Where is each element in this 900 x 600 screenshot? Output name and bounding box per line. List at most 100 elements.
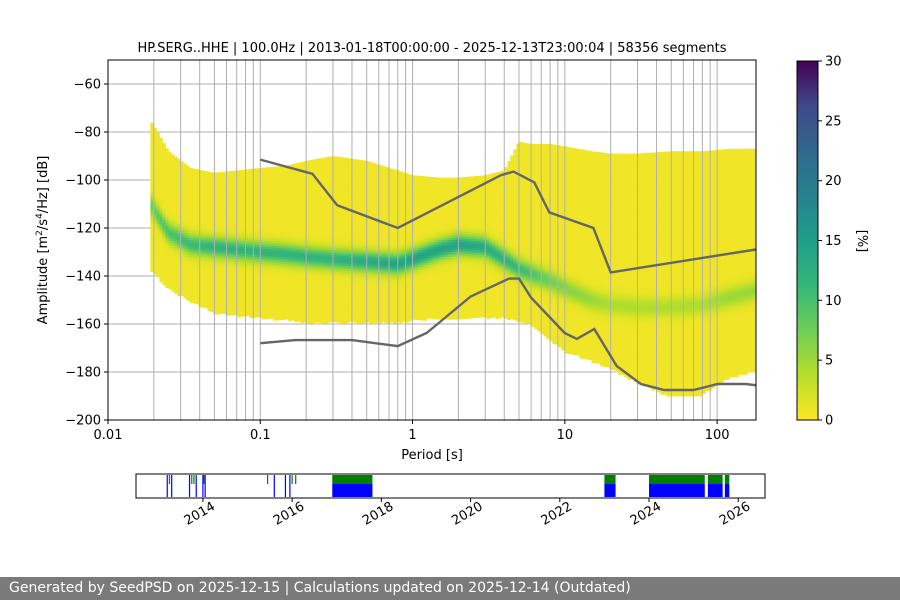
density-cell (216, 309, 220, 312)
density-cell (354, 173, 358, 177)
density-cell (351, 168, 355, 172)
density-cell (177, 221, 181, 225)
density-cell (156, 264, 160, 268)
density-cell (171, 159, 175, 163)
density-cell (264, 261, 268, 264)
density-cell (309, 263, 313, 266)
density-cell (375, 231, 379, 234)
density-cell (279, 207, 283, 210)
density-cell (162, 275, 166, 278)
density-cell (150, 175, 154, 179)
density-cell (153, 238, 157, 241)
density-cell (162, 239, 166, 242)
density-cell (279, 281, 283, 285)
density-cell (321, 273, 325, 276)
density-cell (186, 288, 190, 291)
density-cell (384, 200, 388, 204)
density-cell (330, 192, 334, 195)
density-cell (225, 241, 229, 244)
density-cell (291, 272, 295, 275)
density-cell (183, 281, 187, 284)
density-cell (216, 270, 220, 274)
density-cell (309, 193, 313, 197)
density-cell (159, 159, 163, 163)
density-cell (345, 203, 349, 207)
density-cell (315, 288, 319, 292)
density-cell (276, 221, 280, 225)
density-cell (375, 274, 379, 278)
density-cell (279, 204, 283, 208)
density-cell (369, 183, 373, 187)
density-cell (216, 280, 220, 284)
density-cell (273, 193, 277, 196)
density-cell (342, 157, 346, 161)
density-cell (228, 286, 232, 290)
density-cell (369, 313, 373, 317)
density-cell (315, 182, 319, 186)
density-cell (270, 296, 274, 300)
density-cell (195, 253, 199, 256)
density-cell (255, 223, 259, 227)
density-cell (273, 200, 277, 204)
density-cell (384, 308, 388, 312)
density-cell (282, 257, 286, 260)
density-cell (291, 245, 295, 249)
density-cell (345, 206, 349, 209)
density-cell (282, 168, 286, 172)
density-cell (315, 226, 319, 229)
density-cell (168, 269, 172, 273)
density-cell (207, 238, 211, 242)
density-cell (318, 302, 322, 306)
density-cell (306, 249, 310, 253)
density-cell (150, 266, 154, 270)
density-cell (168, 166, 172, 170)
density-cell (177, 187, 181, 191)
density-cell (309, 207, 313, 211)
density-cell (192, 221, 196, 225)
density-cell (222, 303, 226, 307)
density-cell (279, 286, 283, 289)
density-cell (222, 191, 226, 194)
density-cell (276, 262, 280, 266)
density-cell (318, 321, 322, 325)
density-cell (309, 275, 313, 278)
density-cell (273, 250, 277, 254)
density-cell (207, 241, 211, 245)
density-cell (207, 236, 211, 240)
density-cell (294, 242, 298, 246)
density-cell (255, 278, 259, 282)
density-cell (342, 217, 346, 221)
density-cell (366, 223, 370, 227)
density-cell (354, 188, 358, 191)
density-cell (378, 169, 382, 173)
density-cell (267, 200, 271, 204)
density-cell (159, 138, 163, 141)
density-cell (369, 248, 373, 252)
density-cell (291, 224, 295, 227)
density-cell (237, 194, 241, 197)
density-cell (324, 286, 328, 290)
density-cell (306, 244, 310, 248)
density-cell (312, 291, 316, 295)
density-cell (372, 309, 376, 313)
density-cell (330, 317, 334, 320)
density-cell (231, 226, 235, 229)
density-cell (225, 207, 229, 211)
density-cell (315, 247, 319, 251)
density-cell (270, 275, 274, 278)
density-cell (378, 241, 382, 245)
density-cell (285, 194, 289, 198)
density-cell (201, 199, 205, 203)
density-cell (195, 284, 199, 288)
density-cell (348, 266, 352, 270)
density-cell (303, 269, 307, 272)
density-cell (297, 261, 301, 264)
density-cell (279, 259, 283, 263)
density-cell (354, 279, 358, 283)
density-cell (342, 176, 346, 180)
density-cell (345, 263, 349, 267)
density-cell (366, 163, 370, 167)
density-cell (273, 265, 277, 268)
density-cell (210, 265, 214, 269)
density-cell (201, 220, 205, 224)
